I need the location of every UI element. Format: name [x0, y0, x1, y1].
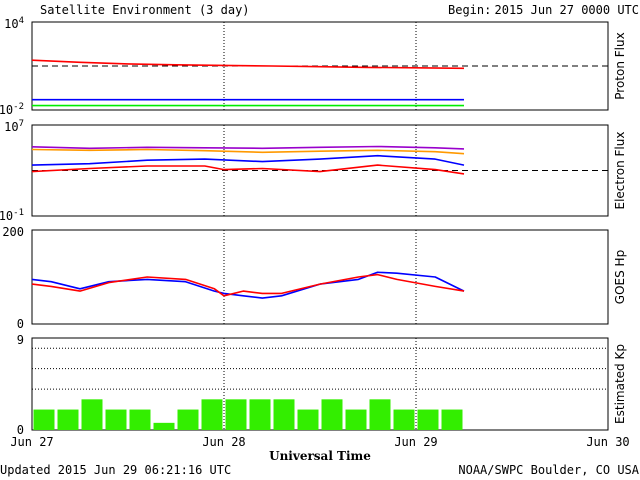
- kp-bar: [33, 409, 55, 430]
- panel-frame: [31, 229, 609, 325]
- y-tick-label: 0: [17, 423, 24, 437]
- kp-bar: [345, 409, 367, 430]
- begin-label: Begin:: [448, 3, 491, 17]
- kp-bar: [441, 409, 463, 430]
- kp-bar: [273, 399, 295, 430]
- kp-bar: [393, 409, 415, 430]
- panel-frame: [31, 337, 609, 431]
- series-line-1: [31, 271, 465, 299]
- kp-bar: [225, 399, 247, 430]
- y-axis-label: GOES Hp: [613, 250, 627, 304]
- y-tick-exponent: 4: [19, 16, 24, 26]
- y-tick-label: 10-2: [0, 102, 24, 117]
- panel-4: 9 0 Estimated Kp: [17, 333, 627, 437]
- series-line-1: [31, 145, 465, 150]
- kp-bar: [153, 422, 175, 430]
- kp-bar: [57, 409, 79, 430]
- kp-bar: [201, 399, 223, 430]
- x-tick-label: Jun 27: [10, 435, 53, 449]
- kp-bar: [321, 399, 343, 430]
- series-line-4: [31, 164, 465, 175]
- x-tick-label: Jun 29: [394, 435, 437, 449]
- series-line-2: [31, 273, 465, 297]
- y-tick-label: 9: [17, 333, 24, 347]
- kp-bar: [369, 399, 391, 430]
- panels: 104 10-2 Proton Flux 107 10-1 Electron Flux 20…: [0, 16, 630, 449]
- kp-bar: [81, 399, 103, 430]
- y-tick-exponent: -2: [13, 102, 24, 112]
- kp-bar: [105, 409, 127, 430]
- kp-bar: [297, 409, 319, 430]
- kp-bar: [129, 409, 151, 430]
- kp-bar: [417, 409, 439, 430]
- y-tick-label: 107: [4, 119, 24, 134]
- y-tick-exponent: 7: [19, 119, 24, 129]
- y-axis-label: Proton Flux: [613, 32, 627, 99]
- chart-title: Satellite Environment (3 day): [40, 3, 250, 17]
- series-line-1: [31, 59, 465, 70]
- panel-3: 200 0 GOES Hp: [2, 225, 627, 331]
- panel-2: 107 10-1 Electron Flux: [0, 119, 627, 223]
- y-axis-label: Estimated Kp: [613, 344, 627, 424]
- kp-bar: [249, 399, 271, 430]
- y-tick-label: 200: [2, 225, 24, 239]
- x-tick-label: Jun 30: [586, 435, 629, 449]
- panel-1: 104 10-2 Proton Flux: [0, 16, 627, 117]
- panel-frame: [31, 124, 609, 217]
- updated-timestamp: Updated 2015 Jun 29 06:21:16 UTC: [0, 463, 231, 477]
- x-axis-label: Universal Time: [269, 449, 371, 463]
- y-tick-label: 0: [17, 317, 24, 331]
- y-tick-exponent: -1: [13, 208, 24, 218]
- credit-text: NOAA/SWPC Boulder, CO USA: [458, 463, 639, 477]
- begin-value: 2015 Jun 27 0000 UTC: [495, 3, 640, 17]
- x-tick-label: Jun 28: [202, 435, 245, 449]
- series-line-2: [31, 148, 465, 155]
- series-line-3: [31, 154, 465, 166]
- y-tick-label: 104: [4, 16, 24, 31]
- y-axis-label: Electron Flux: [613, 132, 627, 210]
- y-tick-label: 10-1: [0, 208, 24, 223]
- kp-bar: [177, 409, 199, 430]
